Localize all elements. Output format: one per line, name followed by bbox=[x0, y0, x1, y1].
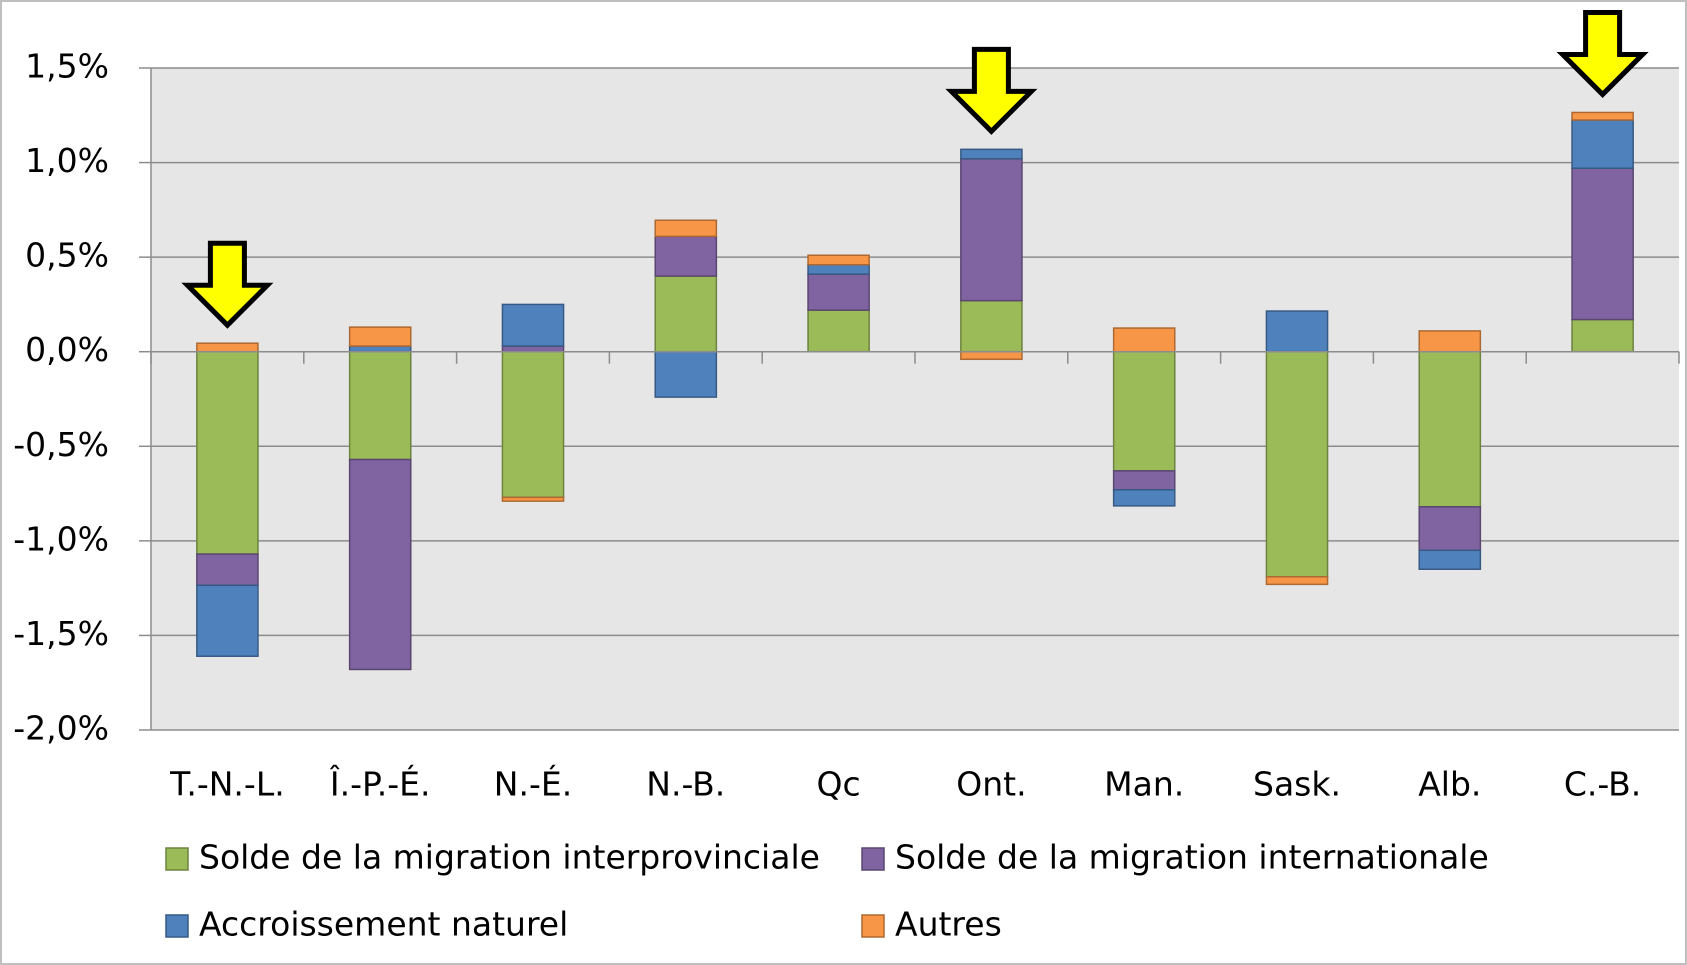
bar-segment bbox=[1112, 327, 1176, 353]
legend-swatch bbox=[861, 914, 885, 938]
bar-segment bbox=[1265, 576, 1329, 586]
x-tick-label: C.-B. bbox=[1564, 765, 1641, 804]
y-tick-label: 1,0% bbox=[25, 141, 109, 180]
x-tick-label: Man. bbox=[1104, 765, 1184, 804]
bar-segment bbox=[348, 326, 412, 347]
bar-segment bbox=[196, 553, 259, 587]
x-tick-label: Ont. bbox=[956, 765, 1026, 804]
bar-segment bbox=[501, 345, 565, 353]
bar-segment bbox=[348, 345, 412, 353]
x-tick-label: Î.-P.-É. bbox=[329, 764, 431, 804]
bar-segment bbox=[1418, 350, 1482, 508]
bar-segment bbox=[1112, 470, 1176, 491]
y-tick-label: -1,5% bbox=[13, 614, 109, 653]
bar-segment bbox=[960, 148, 1023, 160]
legend-swatch bbox=[165, 914, 189, 938]
bar-segment bbox=[807, 273, 870, 311]
bar-segment bbox=[1265, 310, 1329, 353]
y-tick-label: 0,5% bbox=[25, 236, 109, 275]
bar-segment bbox=[960, 158, 1023, 302]
bar-segment bbox=[1112, 489, 1176, 507]
bar-segment bbox=[1571, 111, 1634, 121]
bar-segment bbox=[807, 309, 870, 353]
x-tick-label: N.-É. bbox=[494, 764, 572, 804]
x-tick-label: Qc bbox=[817, 765, 861, 804]
bar-segment bbox=[196, 350, 259, 555]
legend-swatch bbox=[861, 847, 885, 871]
x-tick-label: Alb. bbox=[1418, 765, 1481, 804]
bar-segment bbox=[1418, 506, 1482, 552]
bar-segment bbox=[501, 350, 565, 499]
bar-segment bbox=[654, 275, 718, 353]
bar-segment bbox=[807, 254, 870, 266]
bar-segment bbox=[960, 299, 1023, 353]
x-tick-label: N.-B. bbox=[646, 765, 725, 804]
annotation-arrow bbox=[945, 46, 1038, 135]
y-tick-label: 0,0% bbox=[25, 330, 109, 369]
x-tick-label: T.-N.-L. bbox=[169, 765, 285, 804]
bar-segment bbox=[1418, 330, 1482, 353]
legend-label: Accroissement naturel bbox=[199, 905, 568, 944]
bar-segment bbox=[654, 350, 718, 398]
y-tick-label: 1,5% bbox=[25, 47, 109, 86]
annotation-arrow bbox=[181, 240, 274, 329]
bar-segment bbox=[654, 219, 718, 238]
legend-label: Solde de la migration internationale bbox=[895, 838, 1489, 877]
bar-segment bbox=[1418, 549, 1482, 570]
bar-segment bbox=[654, 235, 718, 277]
y-tick-label: -1,0% bbox=[13, 519, 109, 558]
bar-segment bbox=[807, 263, 870, 275]
annotation-arrow bbox=[1556, 9, 1649, 98]
bar-segment bbox=[960, 350, 1023, 361]
bar-segment bbox=[1571, 318, 1634, 353]
legend-label: Solde de la migration interprovinciale bbox=[199, 838, 820, 877]
bar-segment bbox=[1571, 119, 1634, 169]
legend-label: Autres bbox=[895, 905, 1002, 944]
y-tick-label: -2,0% bbox=[13, 709, 109, 748]
bar-segment bbox=[1112, 350, 1176, 472]
bar-segment bbox=[348, 350, 412, 461]
bar-segment bbox=[501, 303, 565, 347]
x-tick-label: Sask. bbox=[1253, 765, 1341, 804]
bar-segment bbox=[501, 496, 565, 502]
bar-segment bbox=[1265, 350, 1329, 578]
y-tick-label: -0,5% bbox=[13, 425, 109, 464]
bar-segment bbox=[348, 458, 412, 671]
bar-segment bbox=[196, 342, 259, 353]
bar-segment bbox=[196, 584, 259, 657]
bar-segment bbox=[1571, 167, 1634, 321]
legend-swatch bbox=[165, 847, 189, 871]
